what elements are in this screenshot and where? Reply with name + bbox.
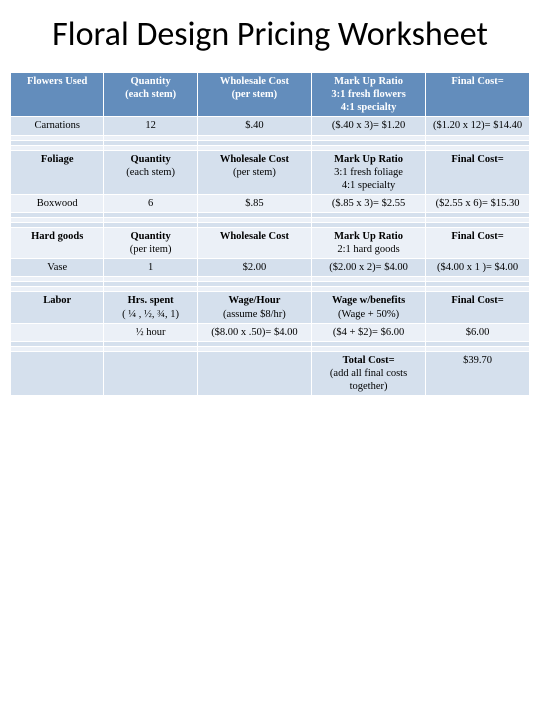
flowers-qty: 12 [104, 117, 197, 135]
labor-h-c2: Hrs. spent( ¼ , ½, ¾, 1) [104, 292, 197, 323]
total-label: Total Cost=(add all final costs together… [311, 351, 425, 395]
labor-data-row: ½ hour ($8.00 x .50)= $4.00 ($4 + $2)= $… [11, 323, 530, 341]
flowers-final: ($1.20 x 12)= $14.40 [426, 117, 530, 135]
hardgoods-final: ($4.00 x 1 )= $4.00 [426, 259, 530, 277]
foliage-header-row: Foliage Quantity(each stem) Wholesale Co… [11, 150, 530, 194]
total-value: $39.70 [426, 351, 530, 395]
hardgoods-h-c3: Wholesale Cost [197, 228, 311, 259]
foliage-final: ($2.55 x 6)= $15.30 [426, 194, 530, 212]
labor-h-c1: Labor [11, 292, 104, 323]
flowers-h-c2: Quantity(each stem) [104, 73, 197, 117]
labor-final: $6.00 [426, 323, 530, 341]
flowers-h-c5: Final Cost= [426, 73, 530, 117]
labor-h-c5: Final Cost= [426, 292, 530, 323]
hardgoods-name: Vase [11, 259, 104, 277]
hardgoods-header-row: Hard goods Quantity(per item) Wholesale … [11, 228, 530, 259]
labor-benefits: ($4 + $2)= $6.00 [311, 323, 425, 341]
foliage-h-c1: Foliage [11, 150, 104, 194]
hardgoods-markup: ($2.00 x 2)= $4.00 [311, 259, 425, 277]
hardgoods-h-c4: Mark Up Ratio2:1 hard goods [311, 228, 425, 259]
page-title: Floral Design Pricing Worksheet [10, 15, 530, 54]
flowers-name: Carnations [11, 117, 104, 135]
labor-h-c4: Wage w/benefits(Wage + 50%) [311, 292, 425, 323]
hardgoods-h-c1: Hard goods [11, 228, 104, 259]
foliage-qty: 6 [104, 194, 197, 212]
foliage-markup: ($.85 x 3)= $2.55 [311, 194, 425, 212]
total-row: Total Cost=(add all final costs together… [11, 351, 530, 395]
hardgoods-qty: 1 [104, 259, 197, 277]
foliage-cost: $.85 [197, 194, 311, 212]
labor-wage: ($8.00 x .50)= $4.00 [197, 323, 311, 341]
flowers-markup: ($.40 x 3)= $1.20 [311, 117, 425, 135]
flowers-h-c3: Wholesale Cost(per stem) [197, 73, 311, 117]
hardgoods-cost: $2.00 [197, 259, 311, 277]
labor-header-row: Labor Hrs. spent( ¼ , ½, ¾, 1) Wage/Hour… [11, 292, 530, 323]
foliage-h-c4: Mark Up Ratio3:1 fresh foliage4:1 specia… [311, 150, 425, 194]
flowers-header-row: Flowers Used Quantity(each stem) Wholesa… [11, 73, 530, 117]
foliage-h-c5: Final Cost= [426, 150, 530, 194]
hardgoods-h-c5: Final Cost= [426, 228, 530, 259]
foliage-data-row: Boxwood 6 $.85 ($.85 x 3)= $2.55 ($2.55 … [11, 194, 530, 212]
hardgoods-h-c2: Quantity(per item) [104, 228, 197, 259]
pricing-table: Flowers Used Quantity(each stem) Wholesa… [10, 72, 530, 396]
flowers-data-row: Carnations 12 $.40 ($.40 x 3)= $1.20 ($1… [11, 117, 530, 135]
flowers-cost: $.40 [197, 117, 311, 135]
flowers-h-c4: Mark Up Ratio3:1 fresh flowers4:1 specia… [311, 73, 425, 117]
flowers-h-c1: Flowers Used [11, 73, 104, 117]
labor-empty [11, 323, 104, 341]
foliage-name: Boxwood [11, 194, 104, 212]
labor-hrs: ½ hour [104, 323, 197, 341]
foliage-h-c3: Wholesale Cost(per stem) [197, 150, 311, 194]
foliage-h-c2: Quantity(each stem) [104, 150, 197, 194]
labor-h-c3: Wage/Hour(assume $8/hr) [197, 292, 311, 323]
hardgoods-data-row: Vase 1 $2.00 ($2.00 x 2)= $4.00 ($4.00 x… [11, 259, 530, 277]
